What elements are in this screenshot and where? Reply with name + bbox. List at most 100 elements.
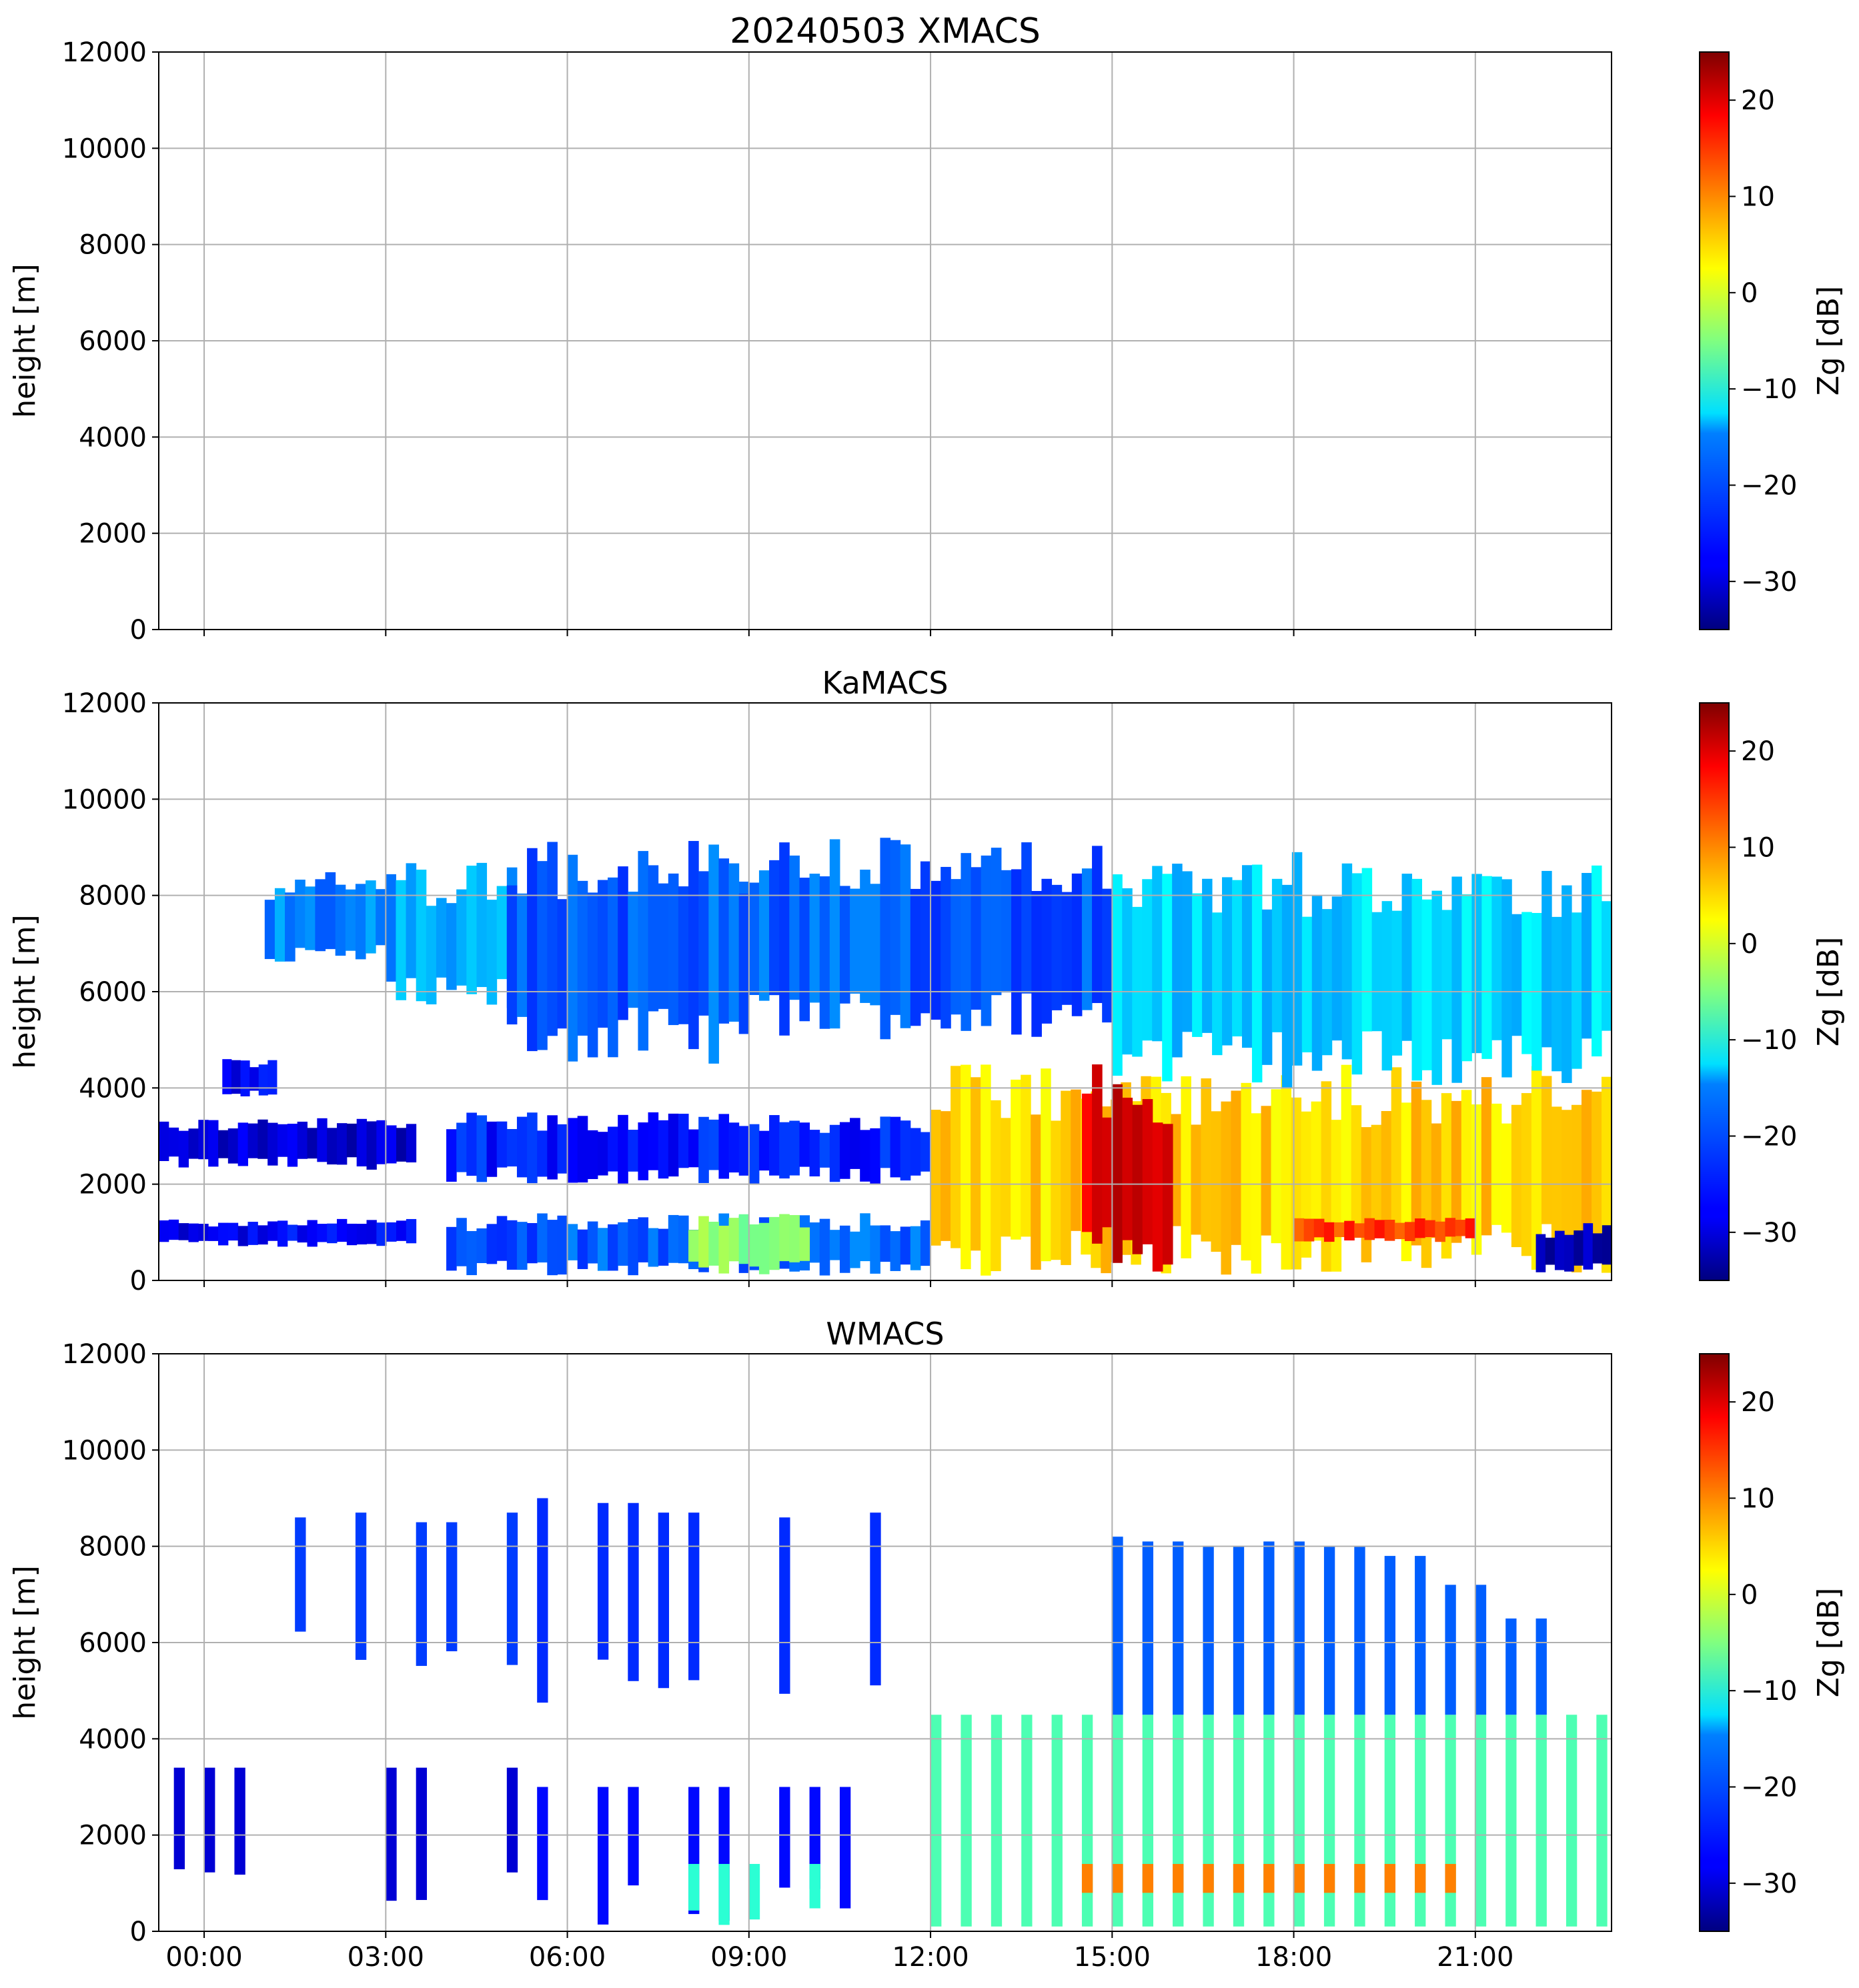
heatmap-cell [1203,1863,1214,1893]
heatmap-cell [819,1218,830,1276]
heatmap-cell [698,871,709,1016]
heatmap-cell [668,1113,679,1177]
heatmap-cell [173,1767,185,1869]
heatmap-cell [1535,1234,1546,1272]
heatmap-cell [1552,916,1562,1072]
heatmap-cell [1261,909,1273,1065]
colorbar-label: Zg [dB] [1812,286,1846,396]
heatmap-cell [506,885,518,1025]
heatmap-cell [1081,1715,1093,1927]
heatmap-cell [1535,1715,1547,1927]
heatmap-cell [1263,1541,1275,1715]
heatmap-cell [1602,901,1612,1031]
heatmap-cell [516,1116,528,1178]
heatmap-cell [1572,912,1582,1069]
heatmap-cell [1142,1715,1154,1927]
heatmap-cell [597,1503,609,1660]
heatmap-cell [1344,1220,1355,1241]
colorbar-tick-label: −10 [1741,1676,1797,1707]
heatmap-cell [1505,1618,1517,1715]
panel-title: KaMACS [822,665,948,701]
heatmap-cell [1581,1090,1592,1252]
heatmap-cell [237,1122,249,1166]
heatmap-cell [779,1787,790,1888]
heatmap-cell [1431,1123,1442,1238]
heatmap-cell [608,877,618,1058]
heatmap-cell [1431,890,1442,1085]
colorbar-tick-label: 0 [1741,1580,1758,1611]
y-tick-label: 12000 [62,1339,147,1370]
y-tick-label: 10000 [62,1435,147,1466]
heatmap-cell [1142,1541,1154,1715]
heatmap-cell [257,1225,268,1245]
y-axis-label: height [m] [8,1565,42,1719]
heatmap-cell [850,888,860,994]
heatmap-cell [317,1224,328,1242]
heatmap-cell [1233,1715,1245,1927]
heatmap-cell [1384,1556,1396,1715]
heatmap-cell [527,848,538,1052]
heatmap-cell [880,1225,891,1262]
heatmap-cell [547,1115,558,1180]
heatmap-cell [779,842,790,1036]
heatmap-cell [486,1224,498,1264]
heatmap-cell [1465,1218,1476,1238]
heatmap-cell [446,1129,457,1182]
heatmap-cell [1541,1076,1552,1224]
heatmap-cell [658,1228,669,1266]
heatmap-cell [416,1522,428,1667]
heatmap-cell [728,863,740,1022]
heatmap-cell [648,1112,659,1170]
heatmap-cell [1192,893,1203,1037]
heatmap-cell [1293,1541,1305,1715]
y-tick-label: 8000 [79,881,147,912]
heatmap-cell [839,1225,850,1273]
heatmap-cell [1451,1100,1462,1243]
heatmap-cell [386,874,396,982]
heatmap-cell [486,900,498,1005]
heatmap-cell [1162,1124,1173,1265]
heatmap-cell [880,838,891,1040]
heatmap-cell [910,1226,921,1270]
y-tick-label: 2000 [79,519,147,550]
heatmap-cell [1435,1221,1445,1242]
heatmap-cell [1231,1090,1241,1245]
colorbar-tick-label: −30 [1741,1218,1797,1248]
heatmap-cell [1354,1546,1365,1715]
heatmap-cell [1425,1220,1435,1238]
colorbar-tick-label: −10 [1741,374,1797,405]
y-tick-label: 12000 [62,688,147,719]
heatmap-cell [1142,1099,1153,1244]
heatmap-cell [295,880,305,948]
colorbar-tick-label: −20 [1741,1122,1797,1152]
heatmap-cell [850,1231,860,1268]
heatmap-cell [1293,1715,1305,1927]
heatmap-cell [537,1498,548,1703]
heatmap-cell [1445,1218,1456,1237]
heatmap-cell [537,1787,548,1901]
heatmap-cell [247,1123,258,1158]
heatmap-cell [1112,1537,1123,1715]
colorbar-tick-label: 20 [1741,1387,1775,1418]
heatmap-cell [1455,1220,1466,1236]
heatmap-cell [1334,1222,1345,1238]
heatmap-cell [1415,1863,1426,1893]
heatmap-cell [337,1123,348,1165]
heatmap-cell [920,861,931,1014]
heatmap-cell [941,1111,951,1241]
heatmap-cell [247,1222,258,1245]
heatmap-cell [366,1220,377,1244]
heatmap-cell [1384,1863,1396,1893]
heatmap-cell [1521,912,1532,1054]
heatmap-cell [658,1120,669,1179]
heatmap-cell [240,1060,250,1097]
heatmap-cell [1501,879,1512,1078]
heatmap-cell [446,903,457,990]
heatmap-cell [880,1116,891,1168]
heatmap-cell [779,1122,790,1179]
heatmap-cell [567,1224,578,1260]
heatmap-cell [356,1224,368,1245]
heatmap-cell [577,1229,588,1269]
heatmap-cell [769,1216,780,1270]
heatmap-cell [1092,846,1103,1004]
